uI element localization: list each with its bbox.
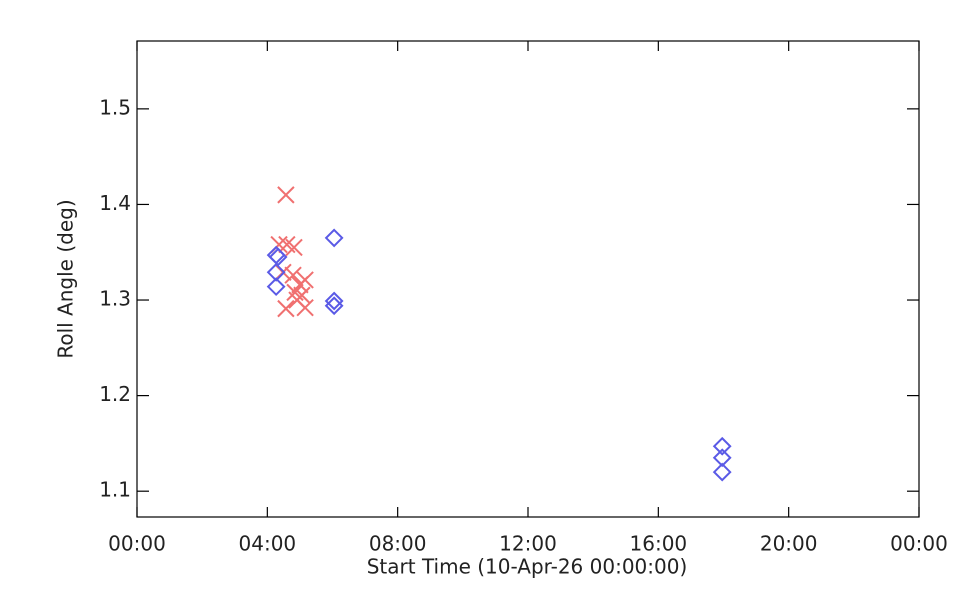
point (284, 266, 302, 284)
point (296, 271, 314, 289)
y-tick-label: 1.2 (99, 382, 131, 406)
x-tick-label: 16:00 (630, 532, 688, 556)
x-axis-label: Start Time (10-Apr-26 00:00:00) (367, 555, 688, 579)
point (712, 436, 732, 456)
y-tick-label: 1.3 (99, 287, 131, 311)
point (712, 462, 732, 482)
x-tick-label: 12:00 (499, 532, 557, 556)
point (277, 299, 295, 318)
point (324, 296, 344, 316)
y-tick-label: 1.1 (99, 478, 131, 502)
y-tick-label: 1.5 (99, 95, 131, 119)
x-tick-label: 00:00 (108, 532, 166, 556)
point (266, 262, 286, 282)
point (712, 448, 732, 468)
point (324, 291, 344, 311)
x-tick-label: 20:00 (760, 532, 818, 556)
plot-frame (136, 40, 920, 518)
point (277, 186, 295, 204)
point (266, 277, 286, 297)
point (285, 238, 303, 257)
point (288, 291, 306, 309)
x-tick-label: 04:00 (239, 532, 297, 556)
y-axis-label: Roll Angle (deg) (54, 199, 78, 358)
x-tick-label: 00:00 (890, 532, 948, 556)
x-tick-label: 08:00 (369, 532, 427, 556)
y-tick-label: 1.4 (99, 191, 131, 215)
point (324, 228, 344, 248)
